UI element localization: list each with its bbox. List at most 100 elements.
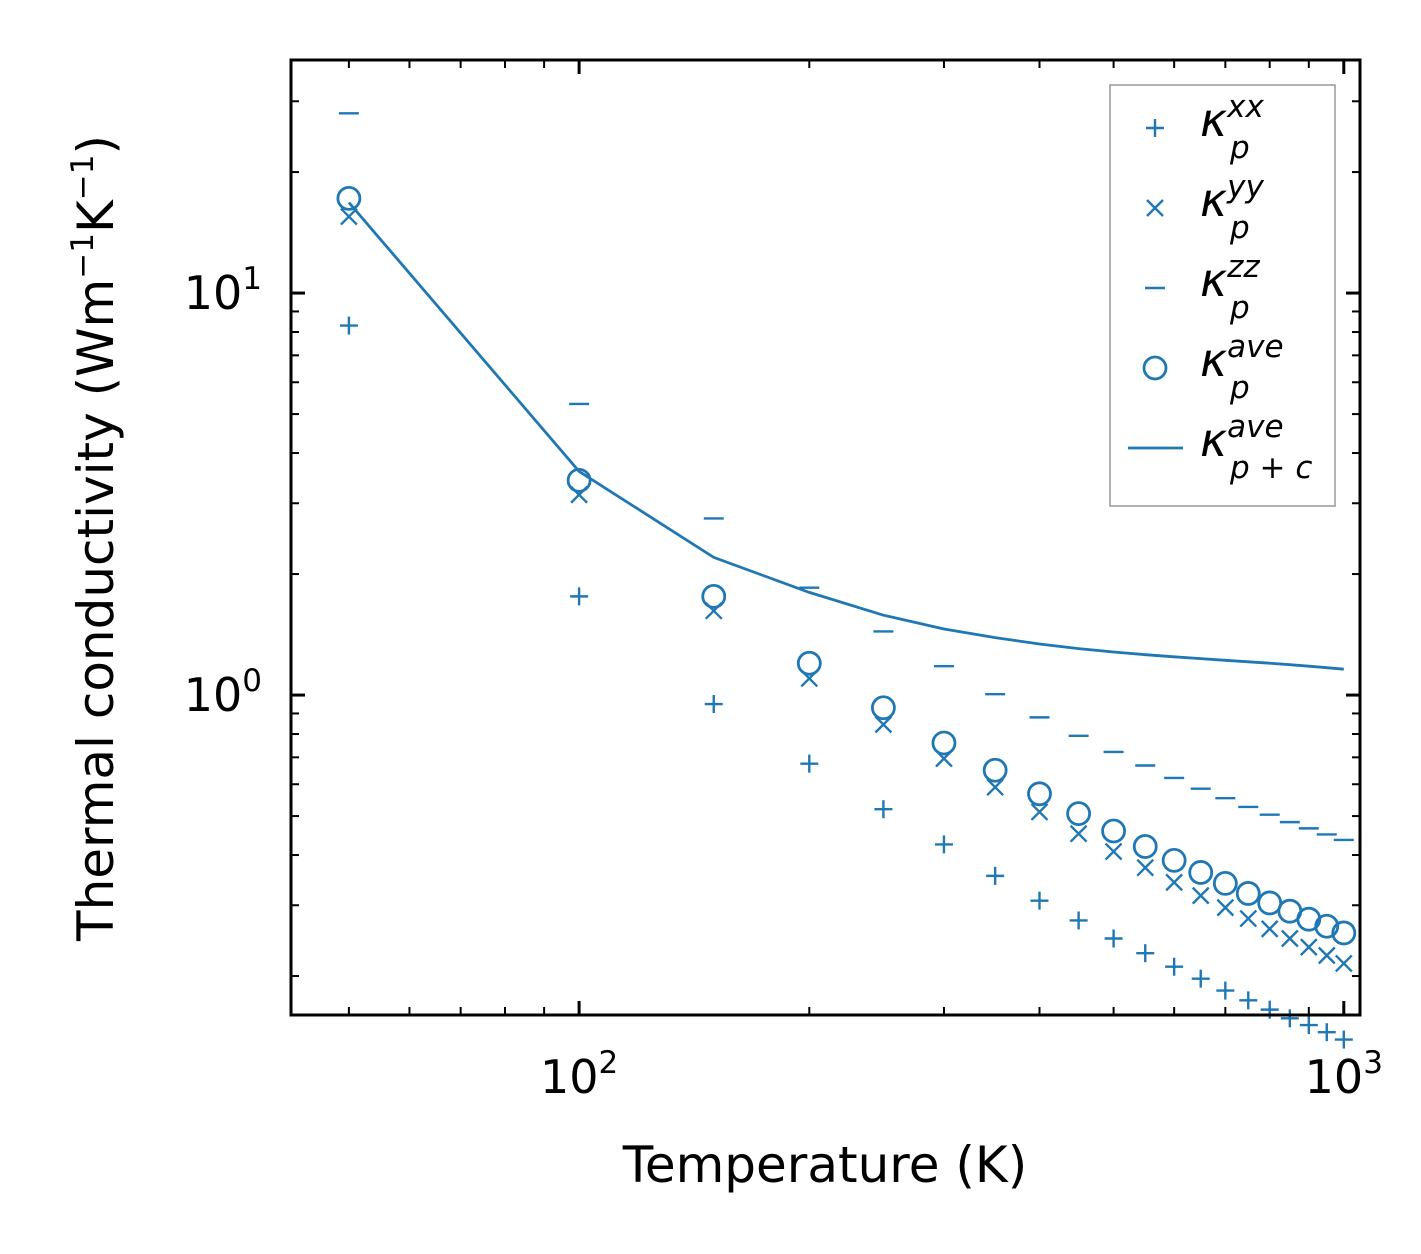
legend-box: [1109, 84, 1336, 507]
legend-label-kp_zz: κzz p: [1200, 249, 1260, 326]
y-tick-label-base: 10: [184, 266, 243, 320]
point-kp_ave: [1235, 881, 1261, 906]
point-kp_xx: [570, 587, 589, 606]
point-kp_xx: [1317, 1023, 1336, 1042]
x-tick-label-base: 10: [540, 1050, 599, 1104]
legend-label-sup: ave: [1227, 409, 1283, 445]
point-kp_ave: [982, 757, 1008, 783]
point-kp_ave: [336, 185, 362, 211]
y-axis-title-end: ): [67, 135, 125, 155]
point-kp_ave: [1212, 871, 1238, 896]
point-kp_yy-b: [1317, 946, 1336, 965]
legend-label-sub: p: [1229, 370, 1250, 406]
y-axis-title-sup1: −1: [65, 233, 101, 279]
legend-label-kp_xx: κxx p: [1200, 89, 1264, 166]
legend-label-sub: p: [1229, 210, 1250, 246]
legend-label-sub: p: [1229, 130, 1250, 166]
point-kp_xx: [986, 866, 1005, 885]
legend-swatch-kp_yy-b: [1146, 199, 1164, 217]
x-tick-label: 103: [1305, 1045, 1383, 1104]
point-kp_yy-b: [1136, 858, 1155, 877]
point-kp_ave: [1132, 834, 1158, 859]
point-kp_yy: [874, 715, 893, 734]
point-kp_ave: [1188, 860, 1214, 885]
point-kp_xx: [704, 695, 723, 714]
point-kp_ave: [931, 730, 957, 756]
point-kp_xx: [800, 754, 819, 773]
point-kp_ave: [1027, 781, 1052, 807]
y-axis-title: Thermal conductivity (Wm−1K−1): [65, 135, 125, 942]
point-kp_xx: [874, 800, 893, 819]
point-kp_yy-b: [1299, 938, 1318, 956]
point-kp_ave: [796, 650, 822, 676]
point-kp_yy-b: [1165, 873, 1183, 892]
point-kp_yy: [1030, 803, 1049, 821]
point-kp_yy-b: [1069, 824, 1088, 843]
legend-label-kpc_ave: κave p + c: [1200, 409, 1312, 486]
point-kp_yy: [1216, 898, 1235, 917]
point-kp_xx: [1299, 1016, 1318, 1035]
point-kp_yy-b: [340, 207, 358, 226]
point-kp_yy: [1299, 938, 1318, 956]
legend-label-base: κ: [1200, 173, 1227, 227]
series-line-kpc_ave: [347, 201, 1344, 671]
y-tick-label: 101: [184, 261, 262, 320]
point-kp_xx: [1191, 969, 1210, 988]
point-kp_xx: [339, 316, 358, 335]
y-tick-label-base: 10: [184, 668, 243, 722]
point-kp_yy: [1104, 842, 1123, 861]
point-kp_yy-b: [1239, 909, 1258, 928]
point-kp_yy: [1334, 954, 1353, 973]
point-kp_yy-b: [986, 778, 1004, 797]
point-kp_yy-b: [1191, 886, 1210, 905]
y-axis-title-mid: K: [67, 199, 125, 233]
point-kp_ave: [1161, 847, 1187, 873]
series-kp_ave: [336, 185, 1357, 946]
y-axis-title-sup2: −1: [65, 155, 101, 201]
x-tick-label-exp: 2: [599, 1045, 619, 1081]
series-kp_zz: [338, 112, 1354, 842]
point-kp_xx: [1069, 911, 1088, 930]
point-kp_yy: [1317, 946, 1336, 965]
point-kp_xx: [1104, 929, 1123, 948]
legend-item-kp_ave: κave p: [1142, 329, 1284, 406]
point-kp_xx: [1136, 944, 1155, 963]
point-kp_yy: [1136, 858, 1155, 877]
legend-label-sup: xx: [1226, 89, 1264, 125]
legend-label-sub: p + c: [1229, 450, 1312, 486]
point-kp_xx: [1239, 991, 1258, 1010]
point-kp_xx: [1280, 1009, 1299, 1028]
point-kp_yy: [1260, 920, 1279, 938]
point-kp_ave: [701, 583, 727, 609]
legend-label-base: κ: [1200, 413, 1227, 467]
series-kpc_ave: [347, 201, 1344, 671]
legend-item-kp_xx: κxx p: [1146, 89, 1264, 166]
point-kp_yy: [1069, 824, 1088, 843]
legend-item-kp_yy: κyy p: [1146, 169, 1264, 246]
legend-label-sup: zz: [1226, 249, 1260, 285]
point-kp_yy-b: [1334, 954, 1353, 973]
point-kp_xx: [934, 835, 953, 854]
point-kp_yy-b: [1280, 929, 1299, 948]
legend-label-kp_yy: κyy p: [1200, 169, 1264, 246]
point-kp_yy: [1239, 909, 1258, 928]
point-kp_ave: [1331, 920, 1357, 946]
point-kp_yy: [986, 778, 1004, 797]
point-kp_yy: [1191, 886, 1210, 905]
legend-label-sup: ave: [1227, 329, 1283, 365]
legend-label-base: κ: [1200, 333, 1227, 387]
legend-swatch-kp_ave: [1142, 355, 1168, 381]
point-kp_ave: [871, 695, 896, 721]
point-kp_yy: [1165, 873, 1183, 892]
legend-swatch-kp_yy: [1146, 199, 1164, 217]
x-axis-title: Temperature (K): [622, 1136, 1027, 1194]
legend-label-sub: p: [1229, 290, 1250, 326]
series-kp_xx: [339, 316, 1353, 1049]
legend-swatch-kp_xx: [1146, 119, 1164, 137]
y-tick-label-exp: 0: [242, 663, 262, 699]
point-kp_yy: [340, 207, 358, 226]
point-kp_yy-b: [874, 715, 893, 734]
point-kp_yy-b: [1216, 898, 1235, 917]
